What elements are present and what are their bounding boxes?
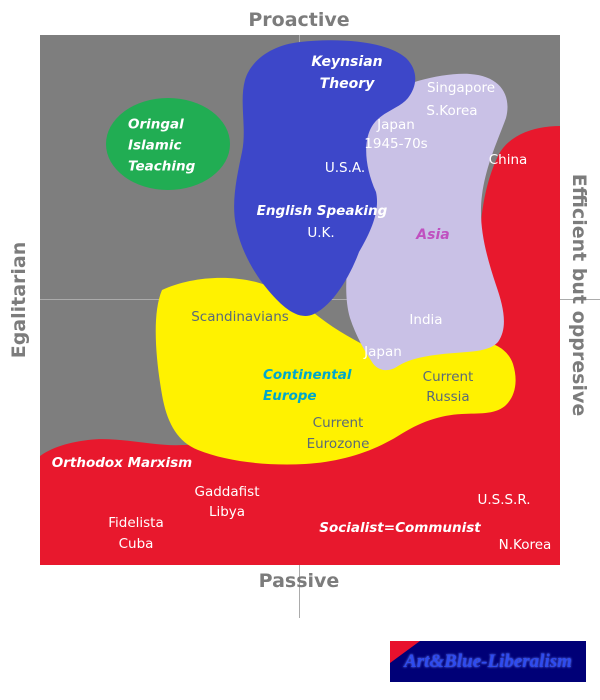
label-gaddafist-libya: Gaddafist Libya (194, 484, 260, 520)
label-keynsian-theory: Keynsian Theory (311, 54, 383, 92)
label-continental-europe: Continental Europe (263, 367, 352, 404)
axis-label-egalitarian: Egalitarian (8, 241, 30, 359)
label-asia: Asia (416, 227, 450, 243)
yellow-region (155, 277, 516, 465)
label-uk: U.K. (307, 225, 335, 241)
label-current-russia: Current Russia (422, 369, 474, 405)
label-nkorea: N.Korea (498, 537, 552, 553)
label-scandinavians: Scandinavians (191, 309, 289, 325)
label-english-speaking: English Speaking (256, 203, 388, 219)
label-india: India (409, 312, 443, 328)
axis-label-proactive: Proactive (248, 9, 350, 31)
label-ussr: U.S.S.R. (477, 492, 531, 508)
red-region (40, 126, 560, 565)
label-japan: Japan (364, 344, 402, 360)
green-region (106, 98, 230, 190)
label-china: China (488, 152, 528, 168)
axis-label-efficient: Efficient but oppresive (568, 173, 590, 417)
label-fidelista-cuba: Fidelista Cuba (108, 515, 164, 552)
logo-text: Art&Blue-Liberalism (404, 651, 572, 672)
logo-flag-icon (390, 641, 420, 663)
label-orthodox-marxism: Orthodox Marxism (51, 455, 193, 471)
lavender-region (346, 73, 508, 371)
label-socialist-communist: Socialist=Communist (319, 520, 481, 536)
label-islamic-teaching: Oringal Islamic Teaching (128, 116, 196, 175)
axis-label-passive: Passive (258, 570, 340, 592)
blue-region (234, 40, 416, 316)
logo-badge: Art&Blue-Liberalism (390, 641, 586, 682)
label-japan-postwar: Japan 1945-70s (364, 117, 428, 152)
label-singapore: Singapore (426, 80, 496, 96)
label-usa: U.S.A. (324, 160, 366, 176)
label-current-eurozone: Current Eurozone (306, 415, 370, 452)
label-skorea: S.Korea (426, 103, 478, 119)
